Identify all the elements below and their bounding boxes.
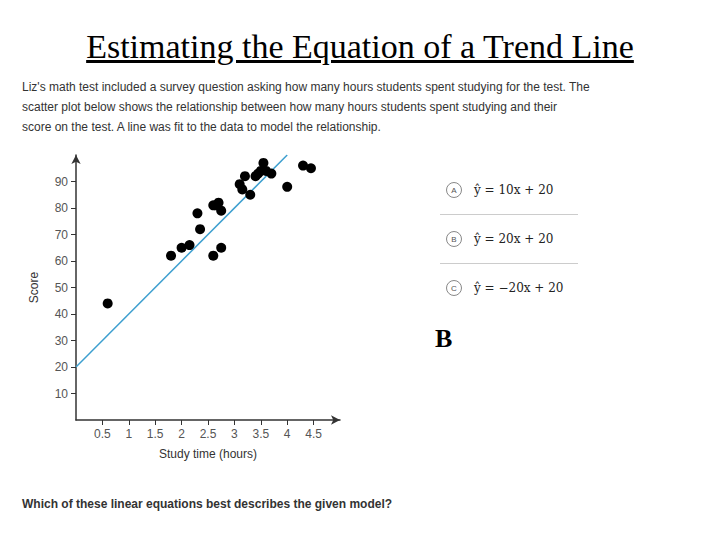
svg-text:0.5: 0.5: [94, 427, 111, 441]
svg-text:20: 20: [55, 360, 69, 374]
svg-text:50: 50: [55, 281, 69, 295]
svg-text:3.5: 3.5: [252, 427, 269, 441]
html-text:Liz's math test included a sur: Liz's math test included a survey questi…: [22, 80, 590, 94]
svg-text:30: 30: [55, 334, 69, 348]
svg-text:2.5: 2.5: [200, 427, 217, 441]
svg-text:Study time (hours): Study time (hours): [159, 447, 257, 461]
svg-text:10: 10: [55, 387, 69, 401]
svg-text:80: 80: [55, 201, 69, 215]
html-text:score on the test. A line was: score on the test. A line was fit to the…: [22, 120, 381, 134]
html-text:B: B: [435, 324, 453, 353]
svg-text:1: 1: [125, 427, 132, 441]
html-text:C: C: [451, 283, 457, 293]
svg-text:4.5: 4.5: [305, 427, 322, 441]
svg-text:90: 90: [55, 175, 69, 189]
svg-text:Score: Score: [27, 272, 41, 304]
svg-text:1.5: 1.5: [147, 427, 164, 441]
svg-text:60: 60: [55, 254, 69, 268]
html-text:ŷ = 20x + 20: ŷ = 20x + 20: [474, 232, 554, 246]
svg-text:2: 2: [178, 427, 185, 441]
svg-text:70: 70: [55, 228, 69, 242]
svg-text:3: 3: [231, 427, 238, 441]
html-text:ŷ = 10x + 20: ŷ = 10x + 20: [474, 183, 554, 197]
html-text:Which of these linear equation: Which of these linear equations best des…: [22, 497, 393, 511]
html-text:scatter plot below shows the r: scatter plot below shows the relationshi…: [22, 100, 557, 114]
svg-text:40: 40: [55, 307, 69, 321]
html-text:B: B: [451, 234, 457, 244]
html-text:Estimating the Equation of a T: Estimating the Equation of a Trend Line: [86, 28, 634, 65]
svg-text:4: 4: [284, 427, 291, 441]
html-text:A: A: [451, 185, 457, 195]
html-text:ŷ = −20x + 20: ŷ = −20x + 20: [474, 281, 564, 295]
